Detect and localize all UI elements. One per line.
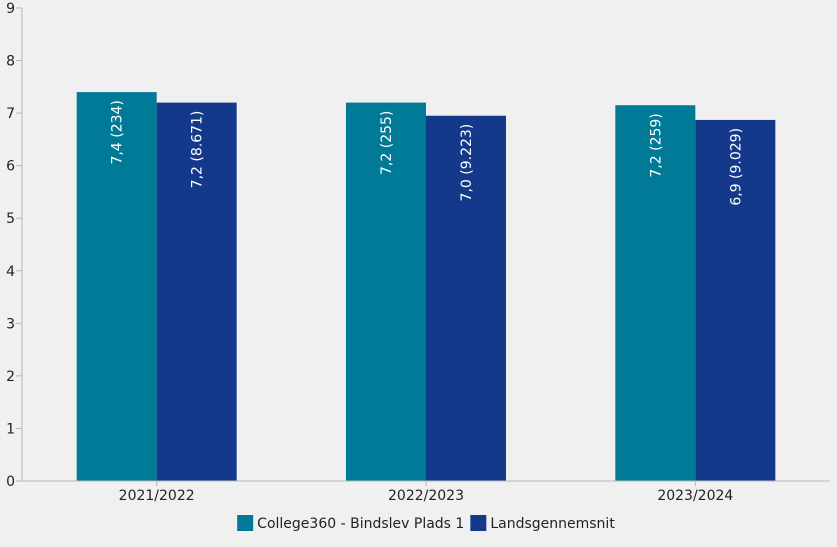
y-tick-label: 8 [6, 54, 15, 70]
y-tick-label: 9 [6, 1, 15, 17]
bar-value-label: 6,9 (9.029) [728, 128, 744, 206]
y-tick-label: 3 [6, 316, 15, 332]
bar-value-label: 7,2 (8.671) [190, 111, 206, 189]
x-tick-label: 2023/2024 [657, 488, 733, 504]
y-axis: 0 1 2 3 4 5 6 7 8 9 [6, 1, 23, 490]
bar-value-label: 7,0 (9.223) [459, 124, 475, 202]
bar-value-label: 7,4 (234) [110, 100, 126, 164]
bars: 7,4 (234) 7,2 (8.671) 7,2 (255) 7,0 (9.223)… [76, 92, 776, 482]
x-tick-label: 2022/2023 [388, 488, 464, 504]
legend-item-college360[interactable]: College360 - Bindslev Plads 1 [237, 515, 464, 532]
y-tick-label: 5 [6, 211, 15, 227]
bar-landsgennemsnit-3 [695, 119, 776, 482]
bar-college360-3 [615, 105, 696, 481]
legend-label: College360 - Bindslev Plads 1 [257, 516, 464, 532]
legend-swatch [237, 515, 254, 531]
x-tick-label: 2021/2022 [119, 488, 195, 504]
bar-college360-2 [346, 102, 426, 481]
bar-landsgennemsnit-2 [426, 115, 506, 481]
bar-landsgennemsnit-1 [156, 102, 237, 481]
y-tick-label: 1 [6, 421, 15, 437]
y-tick-label: 6 [6, 159, 15, 175]
y-tick-label: 2 [6, 369, 15, 385]
legend-swatch [470, 515, 487, 531]
legend: College360 - Bindslev Plads 1 Landsgennem… [237, 515, 615, 532]
y-tick-label: 0 [6, 474, 15, 490]
bar-college360-1 [76, 92, 157, 481]
bar-value-label: 7,2 (259) [648, 113, 664, 177]
bar-value-label: 7,2 (255) [379, 111, 395, 175]
y-tick-label: 4 [6, 264, 15, 280]
legend-label: Landsgennemsnit [490, 516, 615, 532]
legend-item-landsgennemsnit[interactable]: Landsgennemsnit [470, 515, 615, 532]
x-axis: 2021/2022 2022/2023 2023/2024 [22, 480, 830, 504]
y-tick-label: 7 [6, 106, 15, 122]
